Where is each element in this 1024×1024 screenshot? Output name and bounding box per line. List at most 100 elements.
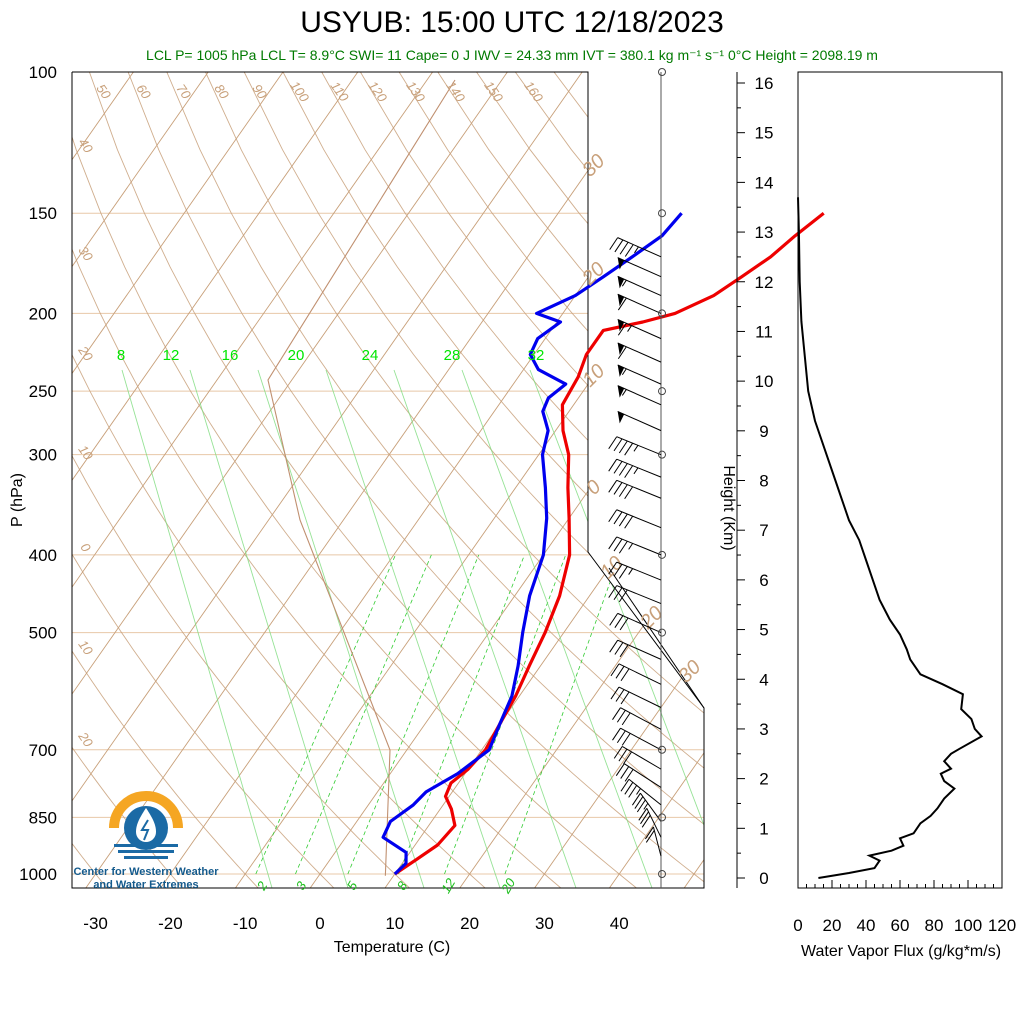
wind-barb-staff [618,663,662,685]
wind-barb-half [634,246,639,254]
wind-barb-feather [624,782,634,795]
flux-tick-label: 20 [823,916,842,935]
isotherm-label: 20 [75,342,97,364]
wind-barb-feather [608,585,618,598]
height-tick-label: 13 [755,223,774,242]
height-tick-label: 10 [755,372,774,391]
dry-adiabat-line [592,72,704,888]
x-tick-label: -20 [158,914,183,933]
mixing-ratio-label: 8 [117,347,125,364]
wind-barb-flag [617,276,625,289]
dry-adiabat-label: 60 [133,81,154,102]
wind-barb [608,436,662,456]
x-tick-label: 40 [610,914,629,933]
y-tick-label: 700 [29,741,57,760]
isotherm-label-right: 10 [596,552,627,583]
dry-adiabat-line [476,72,704,888]
wind-barb-half [628,543,634,550]
wind-barb [615,763,662,788]
wind-barb-feather [619,617,629,631]
wind-barb-flag [617,319,625,332]
wind-barb-feather [613,438,623,452]
wind-barb-feather [618,540,628,554]
dry-adiabat-line [72,72,262,888]
mixing-ratio-label-lower: 8 [394,878,411,892]
wind-barb [610,663,662,685]
wind-barb-feather [609,639,619,653]
wind-barb-flag [617,411,625,424]
flux-tick-label: 100 [954,916,982,935]
isotherm-label-right: 30 [578,150,609,181]
wind-barb-feather [610,686,620,700]
dry-adiabat-label: 160 [521,78,546,105]
mixing-ratio-line [295,554,432,875]
wind-barb-feather [613,587,623,601]
y-tick-label: 100 [29,63,57,82]
wind-barb-feather [613,538,623,552]
height-marker [658,628,666,637]
wind-barb-feather [616,730,626,744]
wind-barb-feather [620,778,630,792]
wind-barb-staff [620,727,662,751]
wind-barb-half [621,368,627,376]
wind-barb-staff [617,410,662,432]
height-tick-label: 6 [759,571,768,590]
wind-barb-staff [616,436,662,456]
dry-adiabat-label: 70 [173,81,194,102]
mixing-ratio-label: 28 [444,347,461,364]
wind-barb-feather [617,322,627,336]
dry-adiabat-line [166,72,704,888]
isotherm-line [158,72,704,888]
dry-adiabat-line [398,72,704,888]
height-tick-label: 1 [759,819,768,838]
y-tick-label: 400 [29,546,57,565]
wind-barb-staff [646,808,662,838]
wind-barb-half [627,325,632,332]
moist-line [461,369,653,888]
logo: Center for Western Weather and Water Ext… [66,784,226,894]
isotherm-label: 0 [77,540,94,555]
wind-barb-staff [616,509,662,529]
wind-barb-feather [621,712,631,726]
isotherm-line [72,72,209,888]
wind-barb-staff [624,763,662,788]
wind-barb-feather [615,763,625,776]
mixing-ratio-label: 20 [288,347,305,364]
dry-adiabat-line [72,72,338,888]
dry-adiabat-label: 120 [365,78,390,105]
flux-tick-label: 80 [925,916,944,935]
dry-adiabat-line [72,72,565,888]
wind-barb-feather [608,509,618,523]
dry-adiabat-label: 130 [403,78,428,105]
wind-barb [608,479,662,500]
moist-line [257,369,425,888]
wind-barb-feather [608,561,618,575]
wind-barb [608,509,662,529]
mixing-ratio-label: 16 [222,347,239,364]
height-tick-label: 8 [759,472,768,491]
isotherm-line [757,72,1024,891]
wind-barb-flag [617,294,625,307]
dry-adiabat-line [631,72,704,888]
isotherm-line [72,72,508,888]
wind-barb-feather [608,536,618,550]
wind-barb-staff [622,745,662,770]
height-tick-label: 7 [759,521,768,540]
wind-barb [612,727,662,751]
height-tick-label: 3 [759,720,768,739]
wind-barb-feather [638,808,648,821]
dry-adiabat-line [72,72,489,888]
height-marker [658,68,666,76]
wind-barb-feather [608,480,618,493]
plot-area [72,72,1024,891]
height-marker [658,813,666,822]
isotherm-line [532,72,704,888]
height-marker [658,550,666,559]
wind-barb [609,237,662,258]
wind-barb-feather [631,792,641,806]
wind-barb [610,686,662,708]
wind-barb-feather [609,613,619,626]
wind-barb-feather [614,615,624,628]
wind-barb-feather [644,826,654,840]
isotherm-line [72,72,583,888]
